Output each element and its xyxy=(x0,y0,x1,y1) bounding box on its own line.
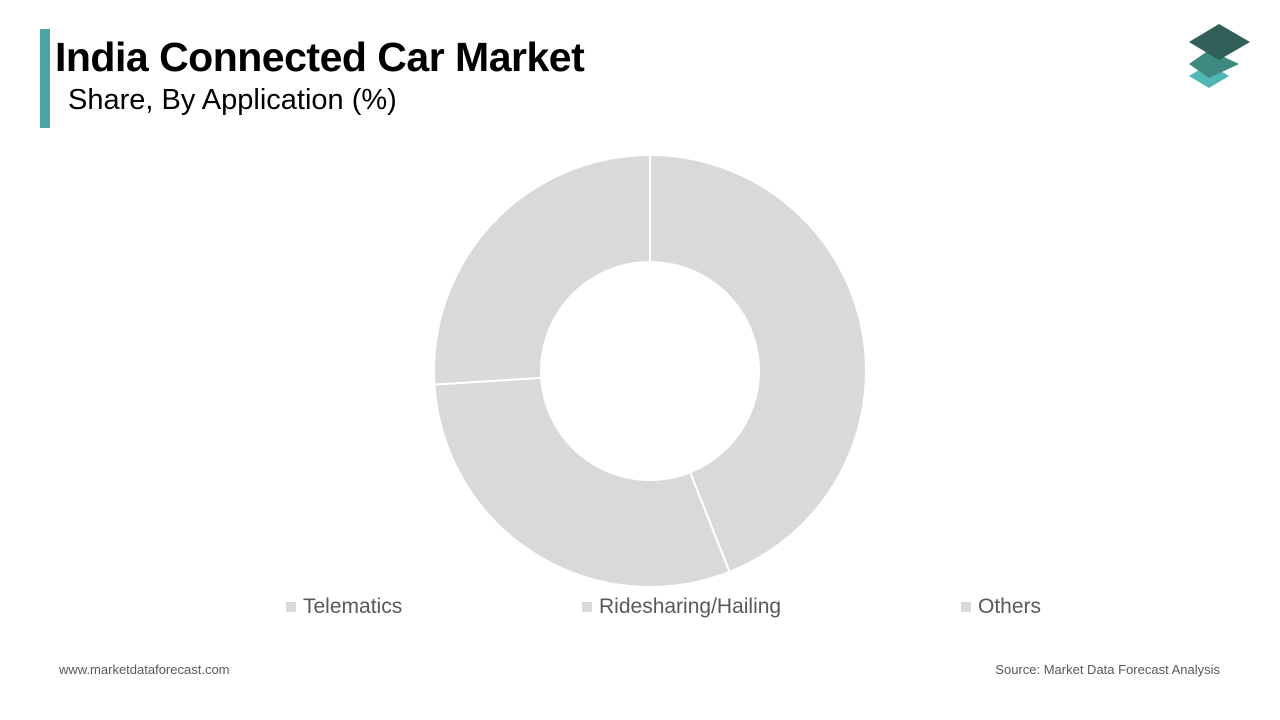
legend-item: Ridesharing/Hailing xyxy=(582,595,781,619)
legend-swatch xyxy=(286,602,296,612)
legend-swatch xyxy=(961,602,971,612)
legend-label: Ridesharing/Hailing xyxy=(599,595,782,618)
donut-slice-others xyxy=(433,153,651,386)
donut-slice-ridesharing-hailing xyxy=(433,376,731,588)
footer-source: Source: Market Data Forecast Analysis xyxy=(995,662,1220,677)
chart-title: India Connected Car Market xyxy=(55,34,585,80)
legend-item: Telematics xyxy=(286,595,402,619)
footer-website: www.marketdataforecast.com xyxy=(59,662,230,677)
legend-swatch xyxy=(582,602,592,612)
donut-slice-telematics xyxy=(649,153,867,574)
chart-subtitle: Share, By Application (%) xyxy=(68,84,397,116)
donut-slices xyxy=(433,153,867,588)
legend-label: Telematics xyxy=(303,595,403,618)
logo-layer-middle xyxy=(1189,50,1239,78)
title-accent-bar xyxy=(40,29,50,128)
legend-item: Others xyxy=(961,595,1041,619)
legend-label: Others xyxy=(978,595,1042,618)
logo-layer-top xyxy=(1189,24,1250,60)
stacked-layers-icon xyxy=(1189,24,1250,88)
